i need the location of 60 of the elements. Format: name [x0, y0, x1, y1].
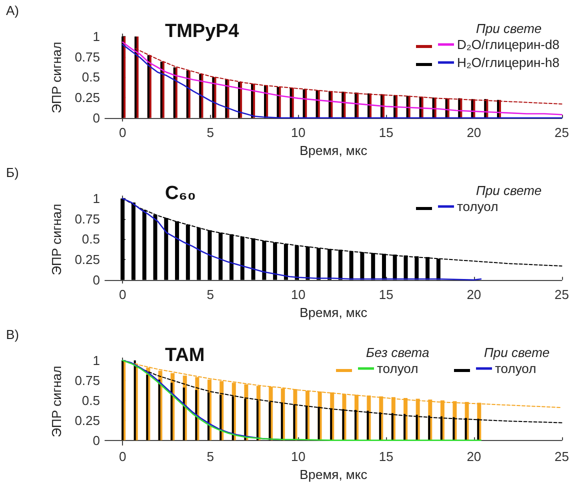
- y-tick-label: 1: [92, 28, 100, 44]
- x-tick-label: 0: [118, 287, 126, 302]
- x-axis-title: Время, мкс: [300, 143, 368, 158]
- legend-label: толуол: [457, 199, 498, 214]
- annotation: При свете: [484, 345, 550, 360]
- chart-title: TMPyP4: [165, 21, 240, 42]
- y-tick-label: 1: [92, 190, 100, 206]
- x-tick-label: 10: [291, 449, 306, 464]
- chart-title: C₆₀: [165, 183, 196, 204]
- y-tick-label: 0.75: [74, 49, 100, 64]
- chart-subtitle: Б): [6, 165, 19, 180]
- y-tick-label: 0.75: [74, 372, 100, 388]
- x-tick-label: 15: [378, 287, 394, 302]
- y-tick-label: 0.5: [82, 392, 100, 408]
- legend-title: При свете: [476, 183, 542, 198]
- chart-subtitle: А): [6, 3, 19, 18]
- x-tick-label: 5: [206, 287, 214, 302]
- bar: [170, 382, 173, 440]
- y-axis-title: ЭПР сигнал: [49, 204, 64, 276]
- y-tick-label: 0.25: [74, 412, 100, 428]
- x-tick-label: 5: [206, 125, 214, 140]
- chart-title: TAM: [165, 345, 205, 366]
- x-tick-label: 15: [378, 125, 394, 140]
- x-tick-label: 25: [554, 449, 570, 464]
- y-tick-label: 0.75: [74, 211, 100, 226]
- y-tick-label: 0: [92, 110, 100, 126]
- y-tick-label: 0: [92, 432, 100, 448]
- y-tick-label: 0.5: [82, 70, 100, 85]
- y-tick-label: 0: [92, 272, 100, 288]
- y-axis-title: ЭПР сигнал: [49, 42, 64, 114]
- x-tick-label: 5: [206, 449, 214, 464]
- x-axis-title: Время, мкс: [300, 305, 368, 320]
- x-tick-label: 20: [466, 287, 482, 302]
- x-tick-label: 20: [466, 125, 482, 140]
- bar: [158, 380, 160, 440]
- bar: [120, 198, 125, 280]
- chart-subtitle: В): [6, 327, 19, 342]
- x-axis-title: Время, мкс: [300, 467, 368, 482]
- legend-title: При свете: [476, 21, 542, 36]
- y-axis-title: ЭПР сигнал: [49, 366, 64, 438]
- legend-label: толуол: [377, 361, 418, 376]
- y-tick-label: 1: [92, 352, 100, 368]
- y-tick-label: 0.25: [74, 90, 100, 105]
- x-tick-label: 15: [378, 449, 394, 464]
- line-series: [122, 360, 482, 441]
- x-tick-label: 25: [554, 125, 570, 140]
- x-tick-label: 10: [291, 125, 306, 140]
- legend-label: толуол: [495, 361, 536, 376]
- legend-title: Без света: [366, 345, 430, 360]
- y-tick-label: 0.5: [82, 232, 100, 247]
- x-tick-label: 0: [118, 449, 126, 464]
- x-tick-label: 25: [554, 287, 570, 302]
- legend-label: H₂O/глицерин-h8: [457, 55, 560, 70]
- x-tick-label: 10: [291, 287, 306, 302]
- bar: [146, 374, 148, 440]
- x-tick-label: 0: [118, 125, 126, 140]
- y-tick-label: 0.25: [74, 252, 100, 267]
- legend-label: D₂O/глицерин-d8: [457, 37, 560, 52]
- x-tick-label: 20: [466, 449, 482, 464]
- bar: [182, 388, 185, 440]
